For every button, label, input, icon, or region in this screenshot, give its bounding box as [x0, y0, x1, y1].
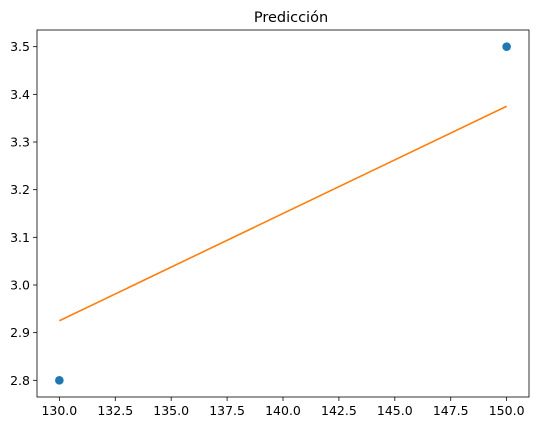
chart-title: Predicción [254, 10, 328, 26]
x-tick-label: 137.5 [209, 403, 245, 418]
y-tick-label: 2.9 [10, 325, 30, 340]
x-tick-label: 135.0 [153, 403, 189, 418]
data-point [55, 376, 64, 385]
x-tick-label: 150.0 [489, 403, 525, 418]
y-tick-label: 3.1 [10, 230, 30, 245]
y-tick-label: 3.4 [10, 87, 30, 102]
y-tick-label: 3.0 [10, 277, 30, 292]
x-axis: 130.0 132.5 135.0 137.5 140.0 142.5 145.0 147.5… [41, 397, 525, 418]
x-tick-label: 140.0 [265, 403, 301, 418]
y-tick-label: 3.5 [10, 39, 30, 54]
x-tick-label: 130.0 [41, 403, 77, 418]
plot-frame [36, 29, 530, 398]
x-tick-label: 132.5 [97, 403, 133, 418]
y-axis: 2.8 2.9 3.0 3.1 3.2 3.3 3.4 3.5 [10, 39, 37, 388]
y-tick-label: 2.8 [10, 373, 30, 388]
data-point [502, 42, 511, 51]
x-tick-label: 147.5 [433, 403, 469, 418]
x-tick-label: 142.5 [321, 403, 357, 418]
y-tick-label: 3.3 [10, 135, 30, 150]
x-tick-label: 145.0 [377, 403, 413, 418]
y-tick-label: 3.2 [10, 182, 30, 197]
series-layer [55, 42, 511, 385]
fit-line [59, 105, 507, 322]
